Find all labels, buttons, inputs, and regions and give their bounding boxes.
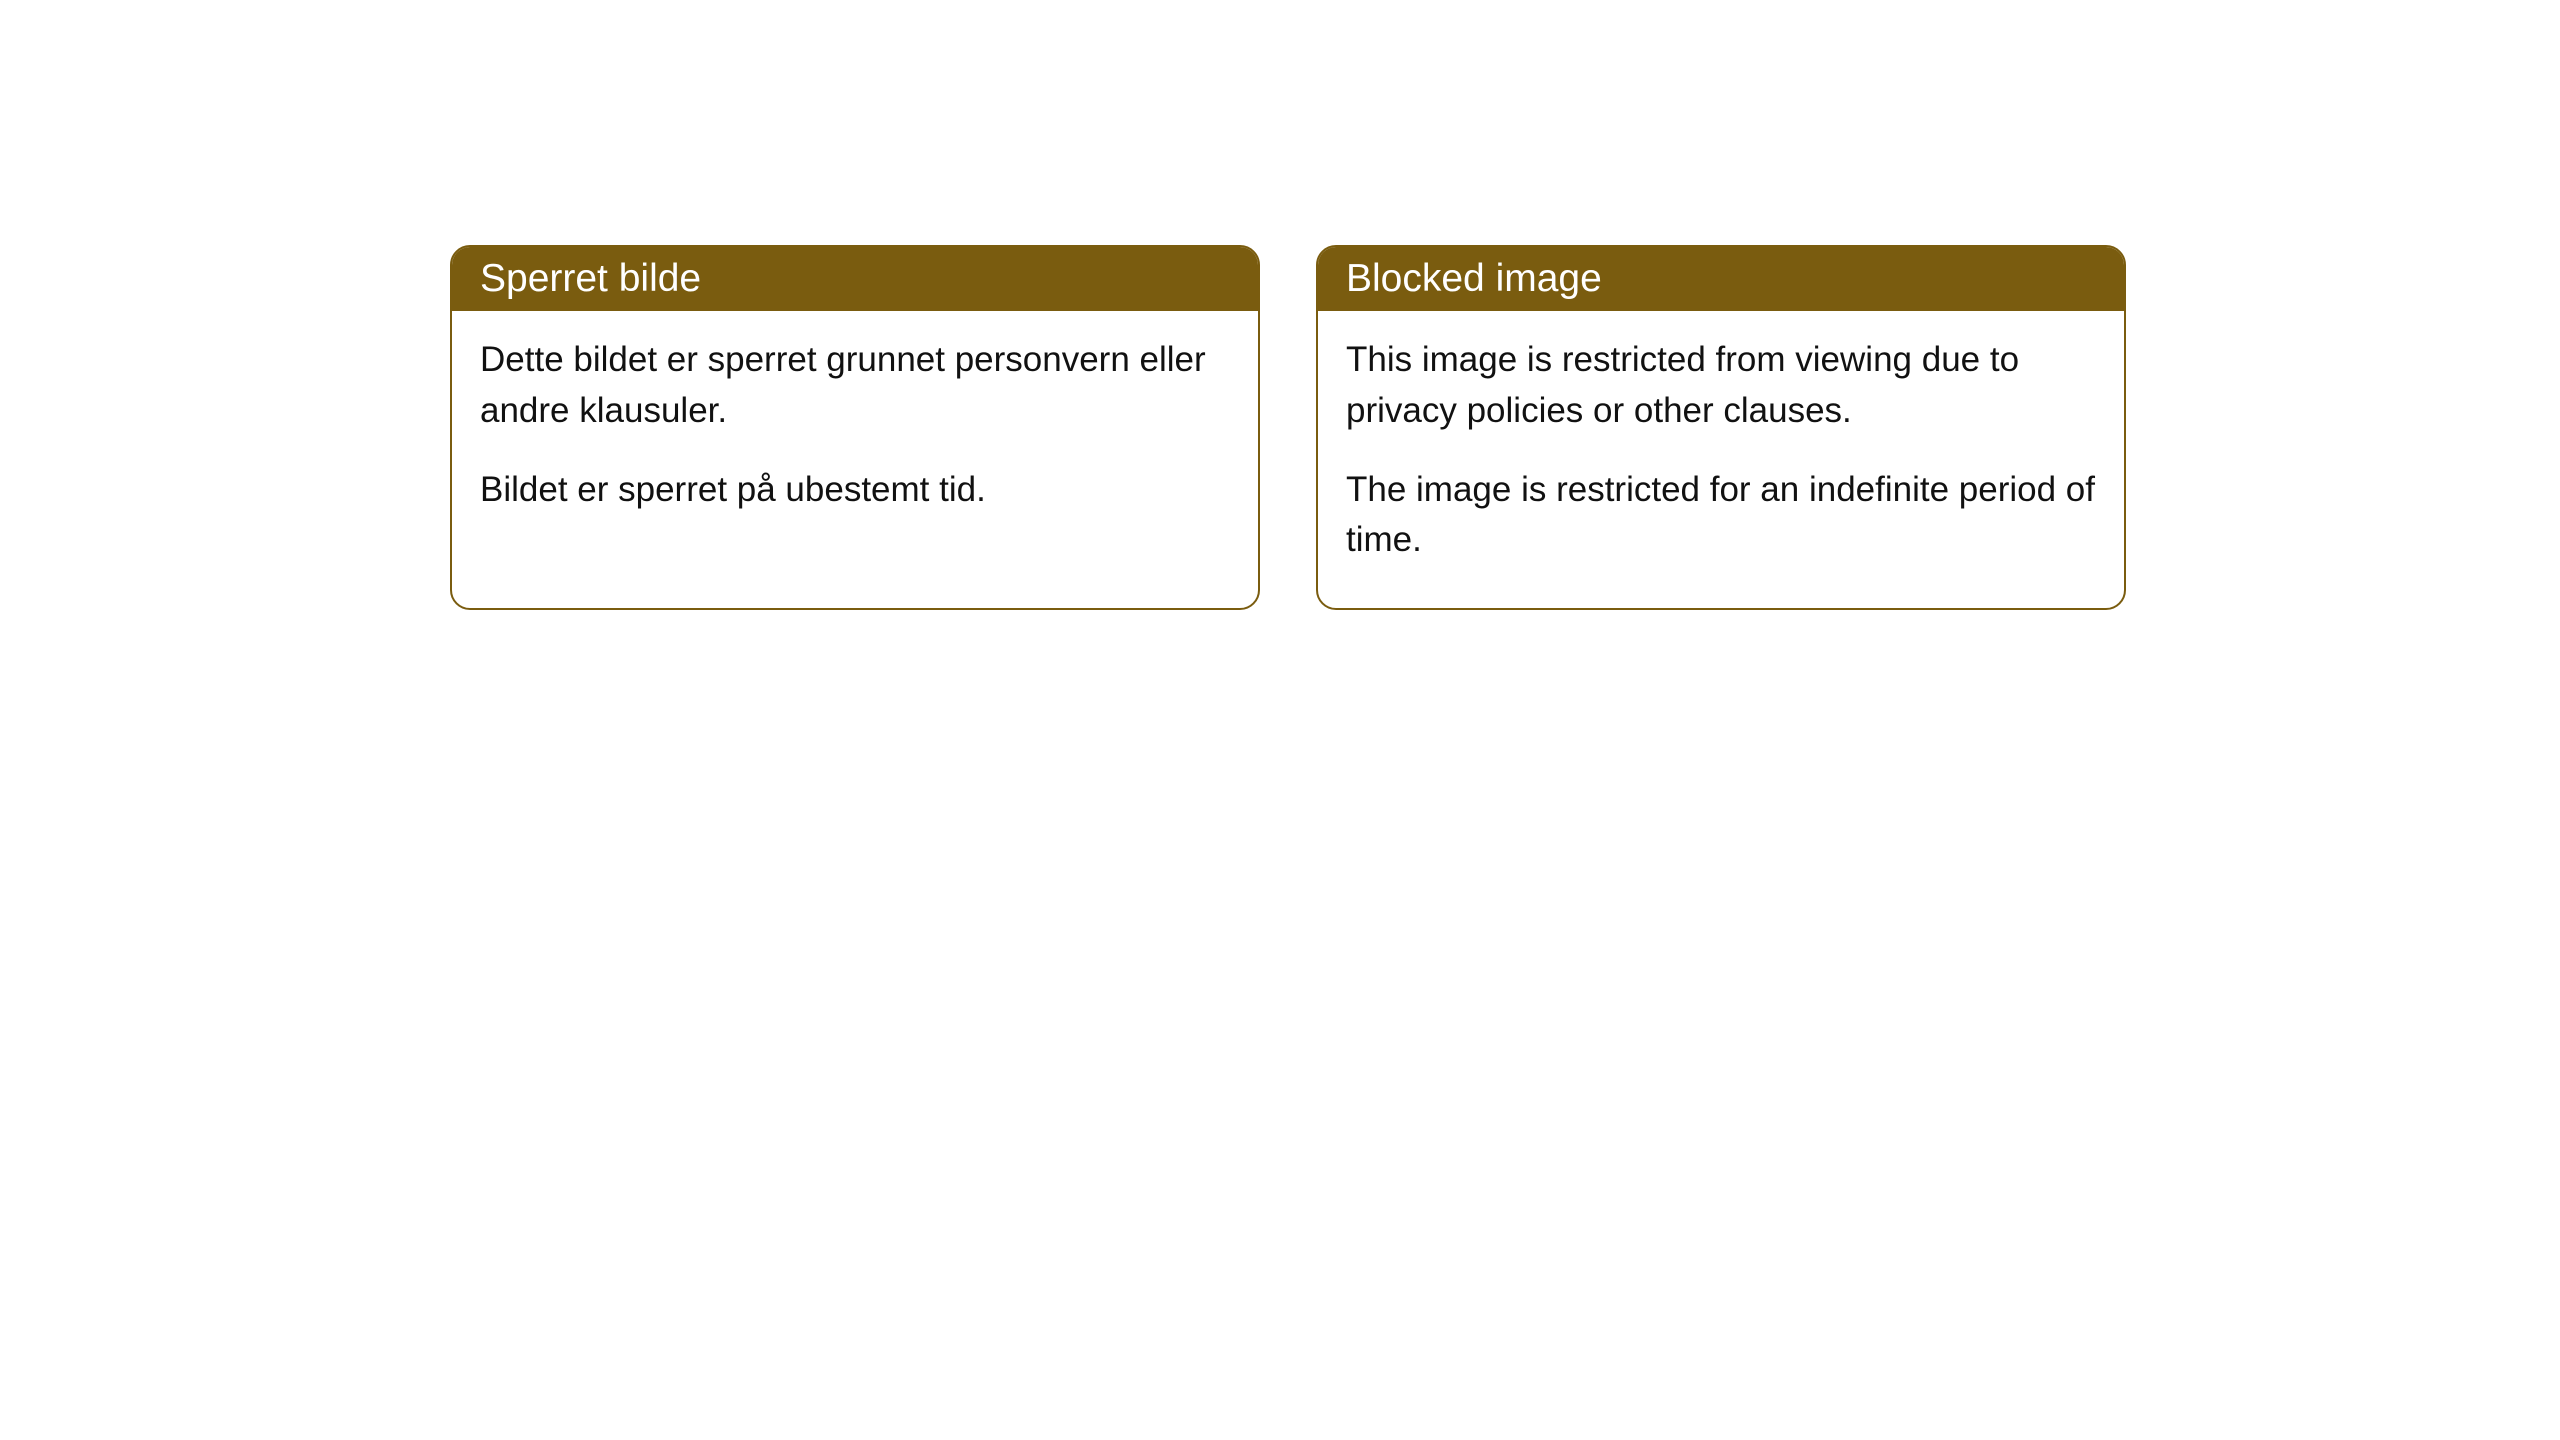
card-body: This image is restricted from viewing du… <box>1318 311 2124 608</box>
card-title: Blocked image <box>1346 257 1602 300</box>
blocked-image-card-norwegian: Sperret bilde Dette bildet er sperret gr… <box>450 245 1260 610</box>
card-paragraph: Dette bildet er sperret grunnet personve… <box>480 335 1230 437</box>
card-title: Sperret bilde <box>480 257 701 300</box>
blocked-image-card-english: Blocked image This image is restricted f… <box>1316 245 2126 610</box>
notice-container: Sperret bilde Dette bildet er sperret gr… <box>0 0 2560 610</box>
card-paragraph: Bildet er sperret på ubestemt tid. <box>480 465 1230 516</box>
card-paragraph: This image is restricted from viewing du… <box>1346 335 2096 437</box>
card-header: Blocked image <box>1318 247 2124 311</box>
card-header: Sperret bilde <box>452 247 1258 311</box>
card-body: Dette bildet er sperret grunnet personve… <box>452 311 1258 557</box>
card-paragraph: The image is restricted for an indefinit… <box>1346 465 2096 567</box>
